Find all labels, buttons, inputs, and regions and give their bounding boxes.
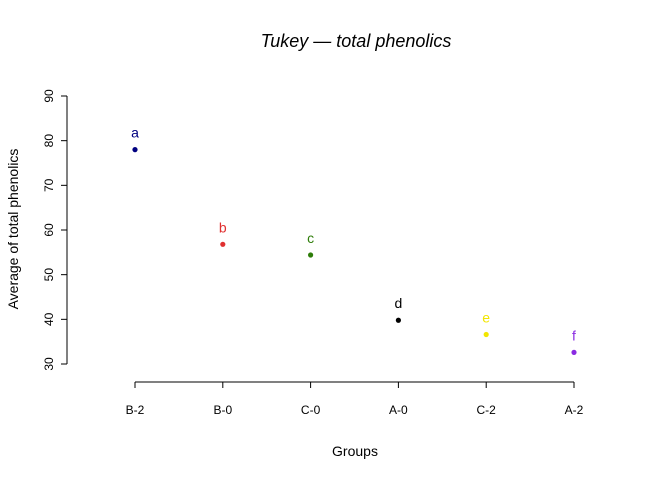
x-tick-label: B-0: [213, 403, 232, 417]
y-tick-label: 80: [42, 134, 56, 148]
x-axis-label: Groups: [332, 443, 378, 459]
x-axis: B-2 B-0 C-0 A-0 C-2 A-2: [126, 381, 584, 417]
data-point-B-0: [220, 241, 226, 247]
y-tick-label: 30: [42, 357, 56, 371]
data-point-A-0: [395, 317, 401, 323]
x-tick-label: A-2: [565, 403, 584, 417]
data-point-A-2: [571, 349, 577, 355]
group-letter-f: f: [572, 327, 576, 343]
x-tick-label: B-2: [126, 403, 145, 417]
data-point-C-2: [483, 331, 489, 338]
y-tick-label: 70: [42, 178, 56, 192]
group-letter-e: e: [482, 310, 490, 326]
group-letter-c: c: [307, 230, 314, 246]
data-point-B-2: [132, 147, 138, 153]
data-points: a b c d e f: [131, 125, 577, 355]
x-tick-label: C-2: [477, 403, 497, 417]
chart-title: Tukey — total phenolics: [261, 31, 452, 51]
y-axis: 30 40 50 60 70 80 90: [42, 89, 68, 371]
group-letter-b: b: [219, 219, 227, 235]
y-tick-label: 50: [42, 268, 56, 282]
y-tick-label: 40: [42, 312, 56, 326]
x-tick-label: C-0: [301, 403, 321, 417]
x-tick-label: A-0: [389, 403, 408, 417]
y-tick-label: 60: [42, 223, 56, 237]
data-point-C-0: [308, 252, 314, 258]
y-axis-label: Average of total phenolics: [5, 149, 21, 310]
group-letter-d: d: [395, 295, 403, 311]
y-tick-label: 90: [42, 89, 56, 103]
group-letter-a: a: [131, 125, 139, 141]
